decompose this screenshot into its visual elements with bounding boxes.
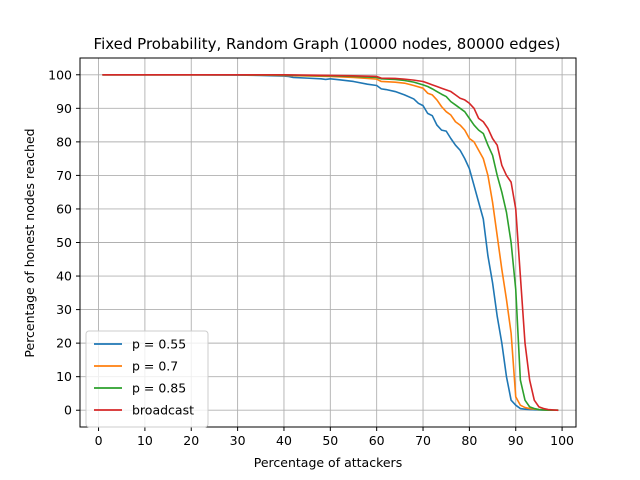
x-tick-label: 80: [461, 433, 477, 448]
y-tick-label: 50: [56, 235, 72, 250]
grid: [80, 58, 576, 427]
series-line-2: [102, 73, 559, 412]
legend: p = 0.55 p = 0.7 p = 0.85 broadcast: [85, 330, 209, 428]
x-tick-label: 100: [550, 433, 574, 448]
y-tick-label: 100: [48, 67, 72, 82]
y-tick-label: 90: [56, 101, 72, 116]
legend-label: broadcast: [132, 403, 194, 418]
x-tick-label: 90: [508, 433, 524, 448]
chart-title: Fixed Probability, Random Graph (10000 n…: [94, 35, 561, 53]
series-line-1: [102, 73, 559, 412]
x-tick-label: 20: [183, 433, 199, 448]
legend-label: p = 0.7: [132, 359, 178, 374]
y-tick-label: 60: [56, 201, 72, 216]
x-tick-label: 40: [276, 433, 292, 448]
y-axis-label: Percentage of honest nodes reached: [22, 128, 37, 357]
legend-label: p = 0.55: [132, 337, 186, 352]
x-tick-label: 0: [95, 433, 103, 448]
x-axis-label: Percentage of attackers: [254, 455, 402, 470]
y-tick-label: 20: [56, 336, 72, 351]
x-tick-label: 60: [369, 433, 385, 448]
x-tick-label: 30: [230, 433, 246, 448]
y-tick-label: 80: [56, 134, 72, 149]
axis-ticks: 0 10 20 30 40 50 60 70 80 90 100 0 10 20 30 40 50 60 70 80 9…: [48, 67, 574, 448]
series-layer: [102, 73, 559, 412]
x-tick-label: 50: [322, 433, 338, 448]
series-line-4: [102, 73, 559, 412]
y-tick-label: 70: [56, 168, 72, 183]
x-tick-label: 70: [415, 433, 431, 448]
series-line-3: [102, 73, 559, 412]
x-tick-label: 10: [137, 433, 153, 448]
legend-label: p = 0.85: [132, 381, 186, 396]
y-tick-label: 30: [56, 302, 72, 317]
y-tick-label: 40: [56, 269, 72, 284]
y-tick-label: 0: [64, 403, 72, 418]
y-tick-label: 10: [56, 369, 72, 384]
legend-box: [85, 330, 209, 428]
